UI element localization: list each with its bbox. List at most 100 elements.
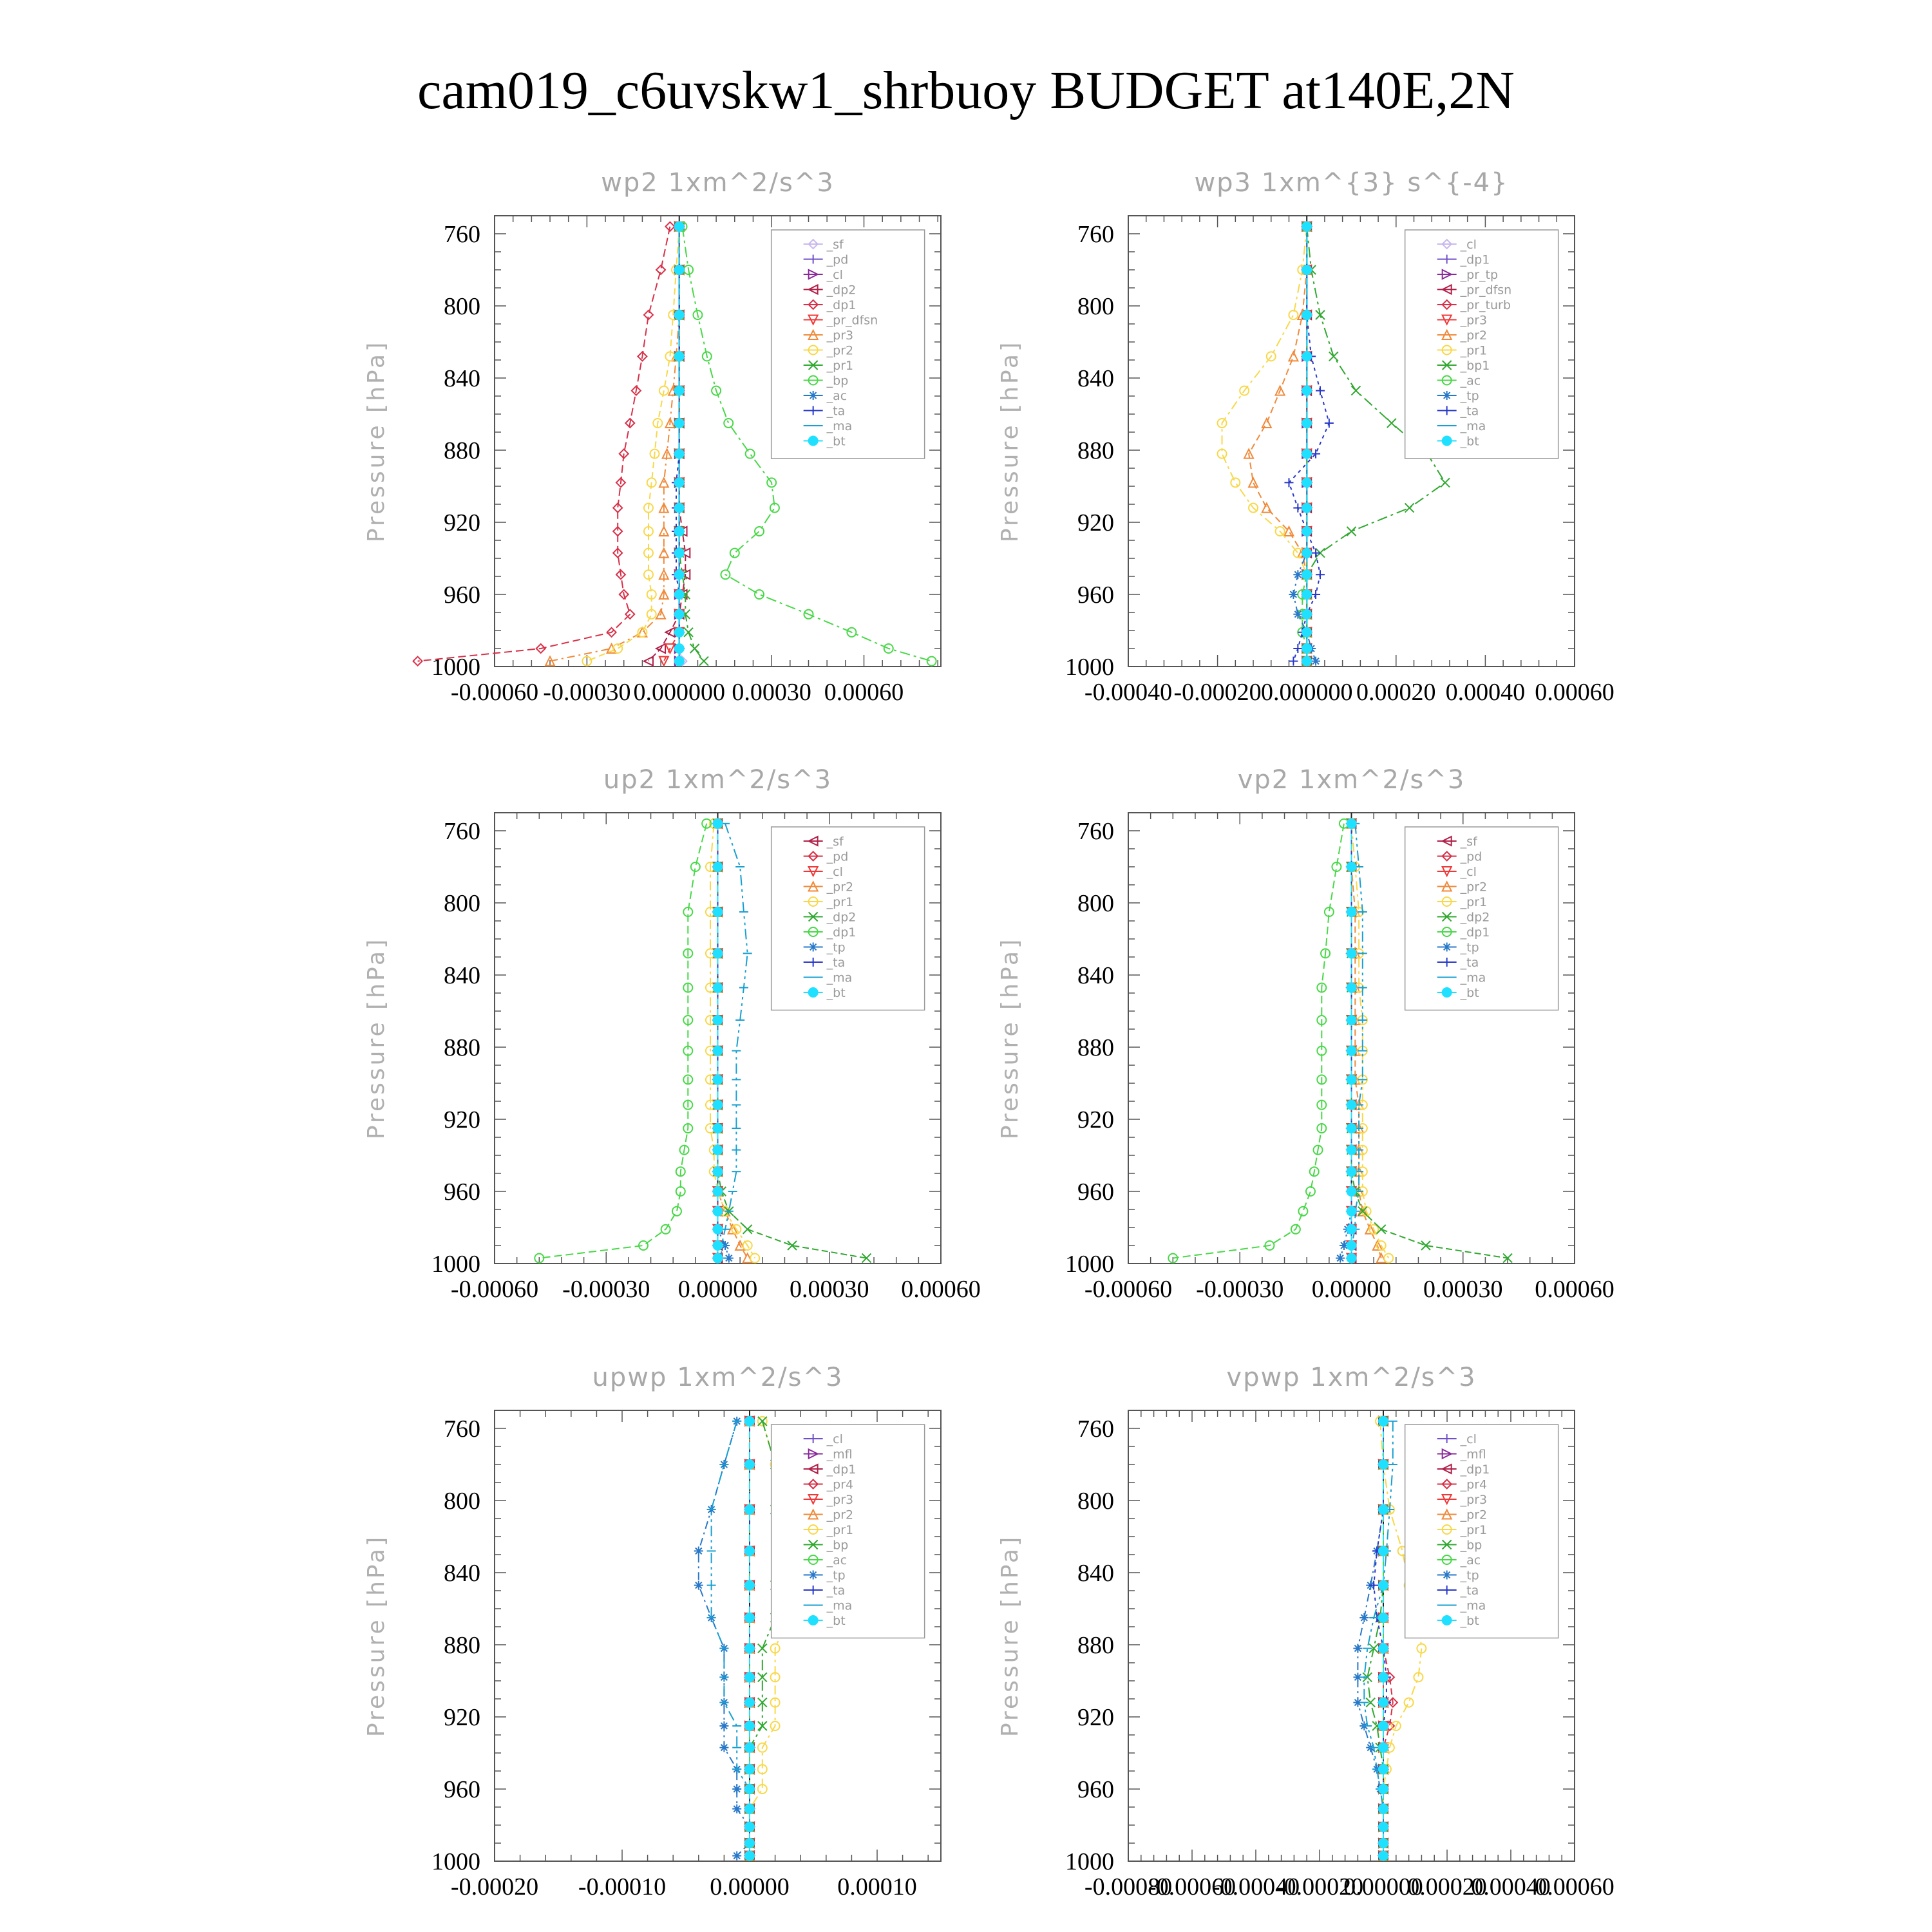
data-point — [1378, 1504, 1388, 1515]
series-line — [1373, 1421, 1387, 1856]
legend-label: _cl — [826, 865, 843, 879]
legend-label: _bp — [1460, 1539, 1482, 1553]
legend-box — [1404, 826, 1559, 1011]
data-point — [1378, 1721, 1388, 1731]
data-point — [744, 1416, 755, 1426]
legend-marker — [1441, 1524, 1452, 1535]
data-point — [1293, 644, 1303, 653]
legend-item: _pr3 — [803, 328, 853, 343]
legend-box — [770, 1424, 925, 1639]
legend-marker — [1442, 391, 1452, 400]
y-tick-label: 760 — [444, 818, 480, 845]
series-line — [697, 1421, 750, 1857]
y-tick-label: 840 — [1077, 1560, 1114, 1587]
data-point — [744, 1784, 755, 1794]
data-point — [744, 1546, 755, 1557]
legend-label: _ma — [1460, 971, 1486, 985]
legend-label: _sf — [826, 835, 844, 849]
legend-label: _pr1 — [826, 359, 853, 373]
data-point — [1372, 1239, 1383, 1251]
legend-item: _bp1 — [1437, 359, 1490, 373]
data-point — [674, 477, 685, 488]
legend-label: _pr1 — [1460, 344, 1487, 358]
x-tick-label: -0.00030 — [562, 1276, 650, 1303]
legend-label: _pr_tp — [1460, 268, 1498, 282]
data-point — [675, 1186, 686, 1197]
legend-label: _pr2 — [826, 880, 853, 895]
legend-item: _bt — [803, 986, 846, 1000]
legend-marker — [1442, 254, 1452, 264]
data-point — [1346, 982, 1357, 993]
data-point — [674, 265, 685, 275]
legend-item: _cl — [1437, 1432, 1477, 1446]
data-point — [638, 1240, 649, 1251]
data-point — [1315, 386, 1325, 395]
data-point — [742, 1224, 753, 1235]
data-point — [1378, 1821, 1388, 1832]
legend: _cl_mfl_dp1_pr4_pr3_pr2_pr1_bp_ac_tp_ta_… — [770, 1424, 925, 1639]
y-tick-label: 760 — [1077, 1416, 1114, 1443]
data-point — [744, 1764, 755, 1775]
legend-item: _pr_dfsn — [1437, 283, 1512, 298]
data-point — [624, 417, 636, 429]
legend-label: _ac — [1460, 374, 1481, 388]
legend-label: _ac — [1460, 1553, 1481, 1567]
legend-label: _pr_dfsn — [1460, 283, 1512, 298]
data-point — [766, 477, 777, 488]
panel-2: wp3 1xm^{3} s^{-4} Pressure [hPa] 760 800 84… — [997, 168, 1615, 706]
data-point — [674, 526, 685, 536]
y-tick-label: 880 — [1077, 1034, 1114, 1061]
x-tick-label: -0.00060 — [1084, 1276, 1172, 1303]
legend-item: _pd — [803, 850, 848, 864]
x-tick-label: 0.000000 — [1261, 679, 1353, 706]
x-tick-label: -0.00020 — [1276, 1873, 1363, 1900]
legend-label: _tp — [1460, 1569, 1479, 1583]
legend-marker — [1441, 360, 1452, 370]
data-point — [803, 609, 814, 620]
legend-marker — [1441, 1463, 1452, 1475]
data-point — [643, 502, 654, 513]
data-point — [712, 982, 723, 993]
panel-title: vp2 1xm^2/s^3 — [1238, 765, 1466, 795]
legend-label: _ta — [826, 956, 846, 970]
data-point — [1316, 1099, 1327, 1110]
legend-marker — [1441, 283, 1452, 296]
data-point — [1376, 1224, 1387, 1235]
y-tick-label: 880 — [444, 1632, 480, 1659]
legend-marker — [808, 435, 819, 446]
legend-marker — [1441, 880, 1453, 892]
data-point — [1302, 526, 1312, 536]
data-point — [658, 385, 669, 396]
data-point — [1359, 1613, 1369, 1622]
data-point — [712, 1045, 723, 1056]
y-tick-label: 800 — [444, 293, 480, 320]
series-line — [587, 226, 680, 662]
legend-item: _bt — [1437, 986, 1479, 1000]
data-point — [757, 1721, 768, 1731]
panel-title: upwp 1xm^2/s^3 — [592, 1363, 844, 1392]
legend-item: _dp1 — [803, 925, 856, 940]
legend-item: _pd — [803, 253, 848, 267]
data-point — [674, 547, 685, 558]
y-tick-label: 920 — [444, 1106, 480, 1133]
data-point — [1346, 526, 1357, 536]
data-point — [1378, 1850, 1388, 1861]
data-point — [674, 656, 685, 667]
x-tick-label: 0.00060 — [901, 1276, 981, 1303]
data-point — [701, 818, 712, 829]
legend-marker — [1441, 238, 1453, 250]
data-point — [1293, 570, 1303, 580]
data-point — [658, 525, 670, 536]
data-point — [1289, 590, 1298, 599]
legend: _sf_pd_cl_dp2_dp1 _pr_dfsn_pr3_pr2_pr1_bp… — [770, 229, 925, 459]
data-point — [1302, 627, 1312, 638]
y-axis-label: Pressure [hPa] — [363, 1535, 390, 1737]
data-point — [1353, 1672, 1363, 1682]
y-tick-label: 840 — [1077, 962, 1114, 989]
data-point — [674, 589, 685, 600]
legend-item: _pr1 — [803, 1523, 853, 1537]
data-point — [712, 1240, 723, 1251]
legend-label: _ac — [826, 389, 848, 403]
data-point — [1248, 502, 1259, 513]
